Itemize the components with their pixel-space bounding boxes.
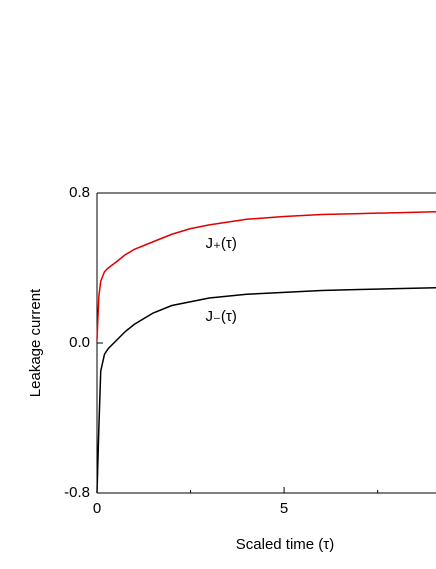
y-tick-label: -0.8	[64, 484, 90, 501]
series-line	[96, 286, 436, 494]
y-axis-label: Leakage current	[27, 288, 44, 397]
y-tick-label: 0.0	[69, 334, 90, 351]
y-tick-label: 0.8	[69, 184, 90, 201]
x-tick-label: 0	[93, 500, 101, 517]
x-tick-label: 5	[280, 500, 288, 517]
series-label: J₋(τ)	[206, 308, 237, 325]
series-label: J₊(τ)	[206, 235, 237, 252]
series-line	[96, 211, 436, 340]
x-axis-label: Scaled time (τ)	[236, 536, 334, 553]
